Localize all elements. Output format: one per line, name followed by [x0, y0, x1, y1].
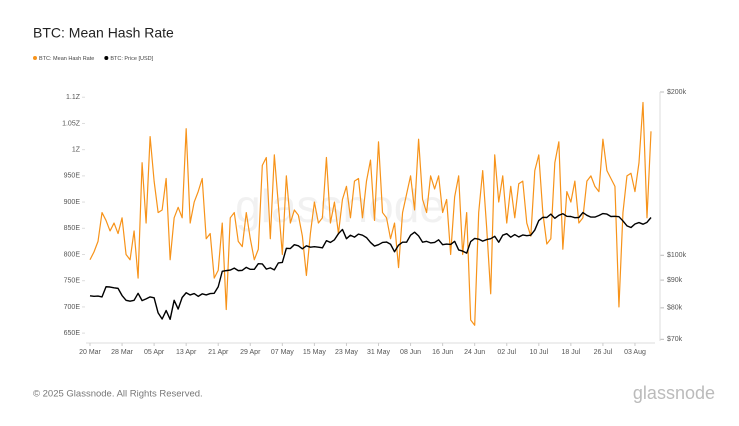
- series-line: [89, 211, 652, 321]
- y2-tick-label: $70k: [667, 336, 683, 343]
- legend-label: BTC: Mean Hash Rate: [39, 56, 94, 62]
- x-tick-label: 31 May: [367, 349, 390, 356]
- y-tick-label: 750E: [64, 278, 81, 285]
- y2-tick-label: $200k: [667, 89, 687, 96]
- x-tick-label: 07 May: [271, 349, 294, 356]
- y-tick-label: 700E: [64, 304, 81, 311]
- legend-swatch: [33, 56, 37, 60]
- y-tick-label: 1.05Z: [62, 120, 81, 127]
- x-tick-label: 08 Jun: [400, 349, 421, 356]
- y2-tick-label: $100k: [667, 252, 687, 259]
- x-tick-label: 03 Aug: [624, 349, 646, 356]
- y2-tick-label: $90k: [667, 277, 683, 284]
- x-tick-label: 05 Apr: [144, 349, 165, 356]
- y2-tick-label: $80k: [667, 305, 683, 312]
- x-tick-label: 28 Mar: [111, 349, 133, 356]
- legend-swatch: [104, 56, 109, 60]
- x-tick-label: 29 Apr: [240, 349, 261, 356]
- x-tick-label: 26 Jul: [594, 349, 613, 356]
- chart-title: BTC: Mean Hash Rate: [33, 25, 174, 41]
- y-tick-label: 800E: [64, 251, 81, 258]
- x-tick-label: 15 May: [303, 349, 326, 356]
- x-tick-label: 18 Jul: [562, 349, 581, 356]
- x-tick-label: 02 Jul: [497, 349, 516, 356]
- y-tick-label: 900E: [64, 199, 81, 206]
- y-tick-label: 1Z: [72, 147, 81, 154]
- x-tick-label: 20 Mar: [79, 349, 101, 356]
- x-tick-label: 21 Apr: [208, 349, 229, 356]
- x-tick-label: 10 Jul: [529, 349, 548, 356]
- legend-label: BTC: Price [USD]: [110, 56, 153, 62]
- y-tick-label: 1.1Z: [66, 94, 81, 101]
- x-tick-label: 13 Apr: [176, 349, 197, 356]
- x-tick-label: 23 May: [335, 349, 358, 356]
- series-line: [89, 101, 652, 326]
- x-tick-label: 16 Jun: [432, 349, 453, 356]
- footer: © 2025 Glassnode. All Rights Reserved.: [33, 389, 203, 400]
- logo: glassnode: [633, 383, 715, 403]
- y-tick-label: 950E: [64, 173, 81, 180]
- y-tick-label: 850E: [64, 225, 81, 232]
- x-tick-label: 24 Jun: [464, 349, 485, 356]
- y-tick-label: 650E: [64, 330, 81, 337]
